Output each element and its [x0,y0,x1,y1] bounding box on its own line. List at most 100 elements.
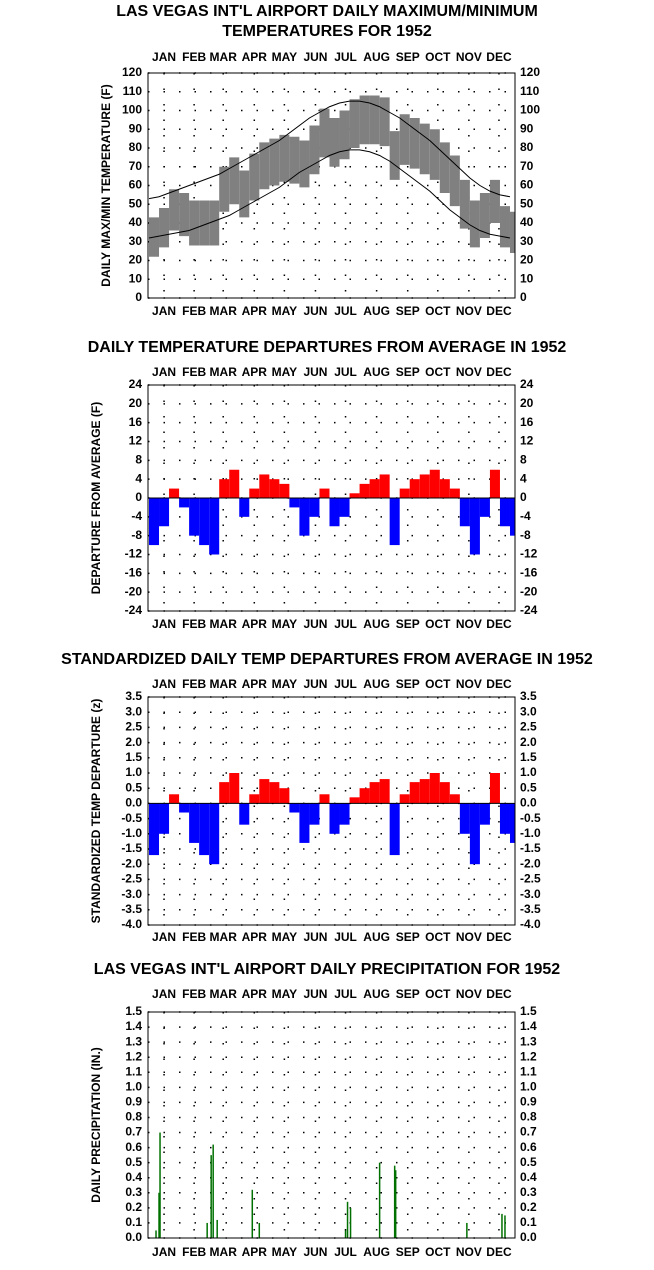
y2-tick-label: 50 [520,196,534,210]
x-tick-label: JUN [303,50,327,64]
y-tick-label: -20 [125,584,143,598]
range-bar [489,179,500,223]
y2-tick-label: 0.0 [520,796,537,810]
y-tick-label: 110 [123,84,143,98]
bar [299,498,310,536]
bar [399,794,410,804]
bar [209,498,220,555]
x-tick-label: FEB [182,365,206,379]
x-tick-label: APR [242,930,268,944]
range-bar [349,99,360,148]
bar [289,498,300,508]
range-bar [409,118,420,169]
y2-tick-label: 12 [520,434,534,448]
x-tick-label: JAN [152,987,176,1001]
bar [509,498,515,536]
y2-tick-label: 0.8 [520,1110,537,1124]
y-tick-label: 30 [129,234,143,248]
y-tick-label: 0.1 [125,1215,142,1229]
y-tick-label: 0 [135,290,142,304]
x-tick-label: APR [242,365,268,379]
bar [399,488,410,498]
plot-frame [147,1011,516,1239]
x-tick-label: DEC [486,304,512,318]
y-tick-label: -0.5 [121,811,142,825]
x-tick-label: MAY [272,617,298,631]
bar [489,469,500,498]
x-tick-label: DEC [486,617,512,631]
y-tick-label: 0.2 [125,1200,142,1214]
y2-tick-label: 30 [520,234,534,248]
bar [258,1222,261,1238]
bar [149,803,160,856]
x-tick-label: JUN [303,1245,327,1259]
chart-title: TEMPERATURES FOR 1952 [222,23,432,40]
bar [209,803,220,865]
y2-tick-label: -3.5 [520,902,541,916]
y2-tick-label: 80 [520,140,534,154]
bar [149,498,160,546]
bar [159,803,170,834]
bar [499,803,510,834]
range-bar [479,193,490,238]
x-tick-label: JUL [334,304,357,318]
y2-tick-label: -20 [520,584,538,598]
x-tick-label: MAR [210,930,238,944]
x-tick-label: MAY [272,50,298,64]
x-tick-label: APR [242,50,268,64]
bar [216,1219,218,1238]
range-bar [449,155,460,207]
bar [378,1162,381,1238]
bar [359,788,370,804]
y2-tick-label: 0.6 [520,1140,537,1154]
bar [369,479,380,498]
x-tick-label: MAY [272,987,298,1001]
y-tick-label: 4 [135,471,142,485]
bar [466,1222,468,1238]
range-bar [329,118,340,167]
bar [469,498,480,555]
x-tick-label: JUN [303,677,327,691]
x-tick-label: OCT [425,50,451,64]
chart-title: LAS VEGAS INT'L AIRPORT DAILY PRECIPITAT… [94,961,561,978]
range-bar [509,211,515,253]
y2-tick-label: -16 [520,566,538,580]
bar [439,479,450,498]
x-tick-label: FEB [182,1245,206,1259]
y2-tick-label: 0.7 [520,1125,537,1139]
y2-tick-label: 0.2 [520,1200,537,1214]
x-tick-label: MAR [210,617,238,631]
bar [229,469,240,498]
y-tick-label: -12 [125,547,143,561]
x-tick-label: NOV [456,617,482,631]
x-tick-label: JAN [152,304,176,318]
x-tick-label: FEB [182,50,206,64]
bar [259,779,270,804]
range-bar [259,142,270,190]
x-tick-label: AUG [363,304,390,318]
bar [339,498,350,517]
y2-tick-label: 90 [520,121,534,135]
y2-tick-label: 1.4 [520,1019,537,1033]
bar [504,1215,506,1238]
y-tick-label: 1.0 [125,1080,142,1094]
x-tick-label: JAN [152,677,176,691]
range-bar [229,157,240,205]
y2-tick-label: 0.3 [520,1185,537,1199]
y-tick-label: 20 [129,253,143,267]
y2-tick-label: 110 [520,84,540,98]
x-tick-label: MAY [272,1245,298,1259]
bar [449,794,460,804]
y2-tick-label: 1.0 [520,765,537,779]
bar [389,498,400,546]
y2-tick-label: -2.5 [520,872,541,886]
x-tick-label: JUL [334,1245,357,1259]
bar [206,1222,208,1238]
y-tick-label: 10 [129,271,143,285]
x-tick-label: DEC [486,365,512,379]
x-tick-label: AUG [363,365,390,379]
range-bar [399,114,410,165]
range-bar [199,200,210,246]
range-bar [469,200,480,248]
range-bar [319,108,330,158]
